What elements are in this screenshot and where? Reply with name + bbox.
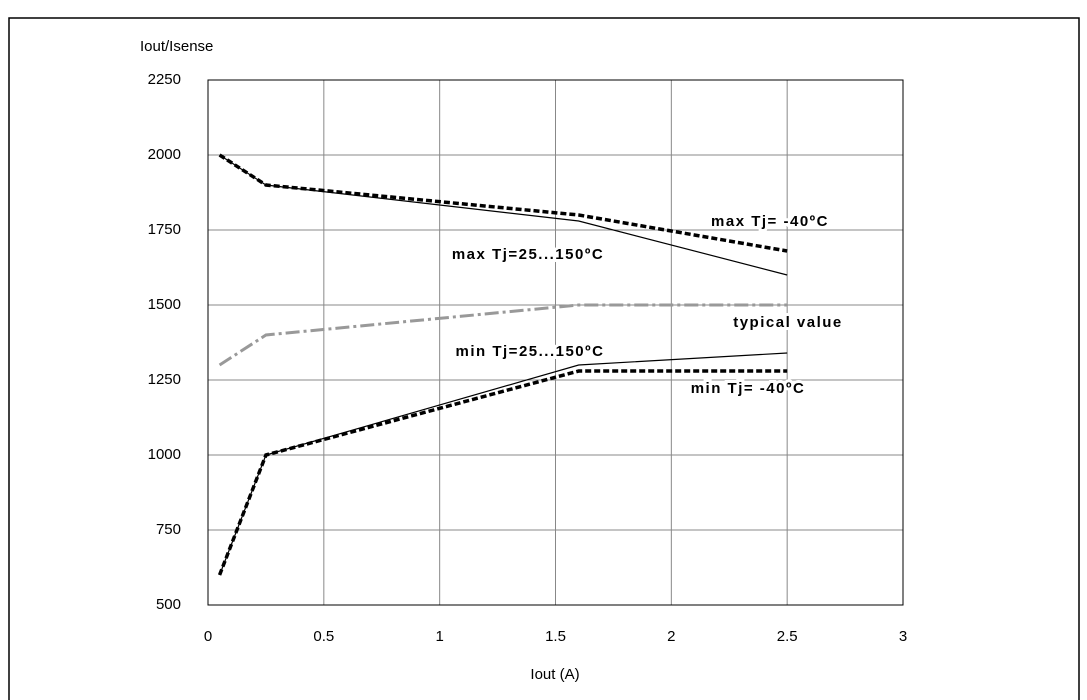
x-tick-label: 0 [204, 628, 212, 645]
series-annotation: typical value [733, 314, 843, 331]
y-tick-label: 1750 [148, 221, 181, 238]
frame [8, 17, 1080, 700]
series-annotation: max Tj= -40ºC [711, 213, 829, 230]
x-tick-label: 2.5 [777, 628, 798, 645]
x-tick-label: 0.5 [313, 628, 334, 645]
y-axis-label: Iout/Isense [140, 38, 213, 55]
series-line [217, 369, 788, 576]
series-annotation: min Tj=25...150ºC [456, 343, 605, 360]
y-tick-label: 1000 [148, 446, 181, 463]
series-annotation: max Tj=25...150ºC [452, 246, 604, 263]
y-tick-label: 2000 [148, 146, 181, 163]
y-tick-label: 500 [156, 596, 181, 613]
plot-border [207, 79, 904, 606]
series-line [218, 303, 788, 367]
x-axis-label: Iout (A) [530, 666, 579, 683]
x-tick-label: 2 [667, 628, 675, 645]
x-tick-label: 1.5 [545, 628, 566, 645]
y-tick-label: 1250 [148, 371, 181, 388]
x-tick-label: 1 [435, 628, 443, 645]
series-annotation: min Tj= -40ºC [691, 380, 806, 397]
series-line [218, 153, 788, 253]
y-tick-label: 1500 [148, 296, 181, 313]
y-tick-label: 2250 [148, 71, 181, 88]
x-tick-label: 3 [899, 628, 907, 645]
y-tick-label: 750 [156, 521, 181, 538]
